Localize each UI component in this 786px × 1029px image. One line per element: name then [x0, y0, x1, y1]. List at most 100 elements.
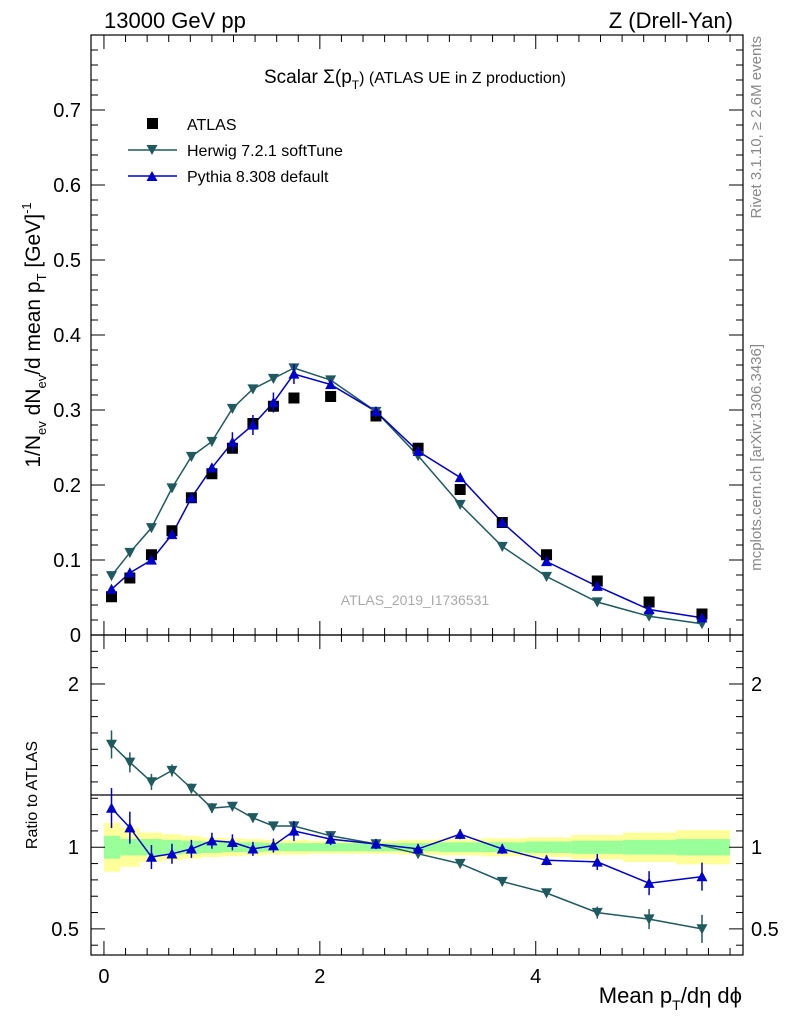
ratio-y-tick-label-right: 2: [751, 674, 762, 696]
ratio-x-tick-label: 4: [530, 966, 541, 988]
atlas-point: [541, 549, 553, 561]
atlas-point: [325, 391, 337, 402]
main-y-tick-label: 0.1: [53, 550, 81, 572]
pythia-point: [591, 580, 603, 591]
ratio-y-tick-label: 2: [68, 674, 79, 696]
ratio-band-inner: [438, 842, 482, 853]
herwig-ratio-point: [226, 801, 238, 812]
herwig-ratio-point: [541, 888, 553, 899]
main-y-axis-label: 1/Nev dNev/d mean pT [GeV]-1: [19, 202, 49, 467]
ratio-series-layer: [106, 730, 708, 943]
pythia-point: [124, 567, 136, 578]
pythia-point: [541, 556, 553, 567]
ratio-x-tick-label: 2: [314, 966, 325, 988]
herwig-point: [454, 499, 466, 510]
ratio-band-inner: [571, 840, 624, 854]
ratio-band-inner: [524, 841, 572, 853]
pythia-ratio-point: [166, 848, 178, 859]
herwig-point: [185, 451, 197, 462]
legend-label-atlas: ATLAS: [187, 117, 237, 134]
pythia-point: [496, 517, 508, 528]
pythia-ratio-point: [541, 854, 553, 865]
ratio-y-tick-label: 1: [68, 837, 79, 859]
herwig-point: [166, 483, 178, 494]
main-y-tick-label: 0.2: [53, 475, 81, 497]
pythia-ratio-point: [185, 843, 197, 854]
legend-marker-pythia: [146, 171, 158, 181]
herwig-point: [541, 571, 553, 582]
herwig-point: [124, 547, 136, 558]
atlas-point: [206, 468, 218, 480]
herwig-point: [106, 571, 118, 582]
pythia-ratio-point: [696, 871, 708, 882]
pythia-ratio-point: [145, 851, 157, 862]
pythia-point: [696, 612, 708, 623]
ratio-y-tick-label: 0.5: [51, 919, 79, 941]
ratio-x-tick-label: 0: [98, 966, 109, 988]
plot-title: Scalar Σ(pT) (ATLAS UE in Z production): [264, 67, 566, 92]
herwig-point: [247, 384, 259, 395]
ratio-band-inner: [309, 843, 353, 852]
ratio-band-inner: [676, 839, 731, 856]
herwig-line: [110, 367, 703, 625]
main-series-layer: [106, 363, 708, 630]
pythia-point: [145, 554, 157, 565]
atlas-point: [454, 484, 466, 495]
x-axis-label: Mean pT/dη dϕ: [599, 983, 742, 1013]
herwig-ratio-point: [267, 821, 279, 832]
herwig-point: [206, 436, 218, 447]
rivet-label: Rivet 3.1.10, ≥ 2.6M events: [748, 36, 765, 219]
pythia-point: [106, 583, 118, 594]
herwig-ratio-point: [591, 907, 603, 919]
main-y-tick-label: 0.4: [53, 325, 81, 347]
pythia-ratio-point: [412, 843, 424, 854]
main-y-tick-label: 0: [70, 625, 81, 647]
ratio-band-inner: [283, 843, 310, 852]
herwig-point: [145, 523, 157, 534]
pythia-ratio-point: [325, 833, 337, 844]
pythia-ratio-point: [206, 835, 218, 846]
analysis-watermark: ATLAS_2019_I1736531: [341, 592, 490, 608]
pythia-point: [454, 472, 466, 483]
header-left-label: 13000 GeV pp: [104, 8, 246, 33]
pythia-point: [325, 379, 337, 390]
herwig-ratio-point: [643, 914, 655, 925]
herwig-ratio-point: [124, 757, 136, 768]
pythia-point: [643, 604, 655, 615]
herwig-ratio-point: [166, 765, 178, 777]
pythia-point: [370, 406, 382, 417]
pythia-point: [288, 368, 300, 379]
pythia-ratio-point: [370, 838, 382, 849]
pythia-point: [185, 492, 197, 503]
herwig-ratio-point: [454, 858, 466, 870]
legend-marker-atlas: [147, 118, 158, 129]
herwig-point: [496, 541, 508, 552]
herwig-ratio-point: [247, 813, 259, 824]
ratio-y-tick-label-right: 0.5: [751, 919, 779, 941]
mcplots-label: mcplots.cern.ch [arXiv:1306.3436]: [748, 344, 765, 571]
pythia-ratio-point: [226, 836, 238, 848]
ratio-axis-ticks: 0 2 4 0.5 0.5 1 1 2 2: [51, 635, 779, 988]
herwig-ratio-point: [145, 777, 157, 788]
legend-marker-herwig: [146, 145, 158, 155]
main-y-tick-label: 0.3: [53, 400, 81, 422]
pythia-point: [247, 419, 259, 430]
herwig-ratio-point: [696, 924, 708, 935]
pythia-point: [226, 436, 238, 447]
herwig-ratio-point: [206, 803, 218, 814]
herwig-ratio-point: [106, 739, 118, 750]
herwig-ratio-point: [185, 783, 197, 794]
pythia-point: [267, 397, 279, 408]
legend-label-herwig: Herwig 7.2.1 softTune: [187, 143, 343, 160]
main-y-tick-label: 0.7: [53, 100, 81, 122]
main-axis-ticks: 0 0.1 0.2 0.3 0.4 0.5 0.6 0.7: [53, 34, 743, 647]
atlas-point: [106, 591, 118, 603]
herwig-ratio-point: [496, 876, 508, 888]
atlas-point: [643, 596, 655, 608]
pythia-ratio-point: [124, 822, 136, 833]
main-y-tick-label: 0.5: [53, 250, 81, 272]
pythia-line: [110, 373, 703, 619]
ratio-y-tick-label-right: 1: [751, 837, 762, 859]
pythia-ratio-point: [454, 828, 466, 839]
